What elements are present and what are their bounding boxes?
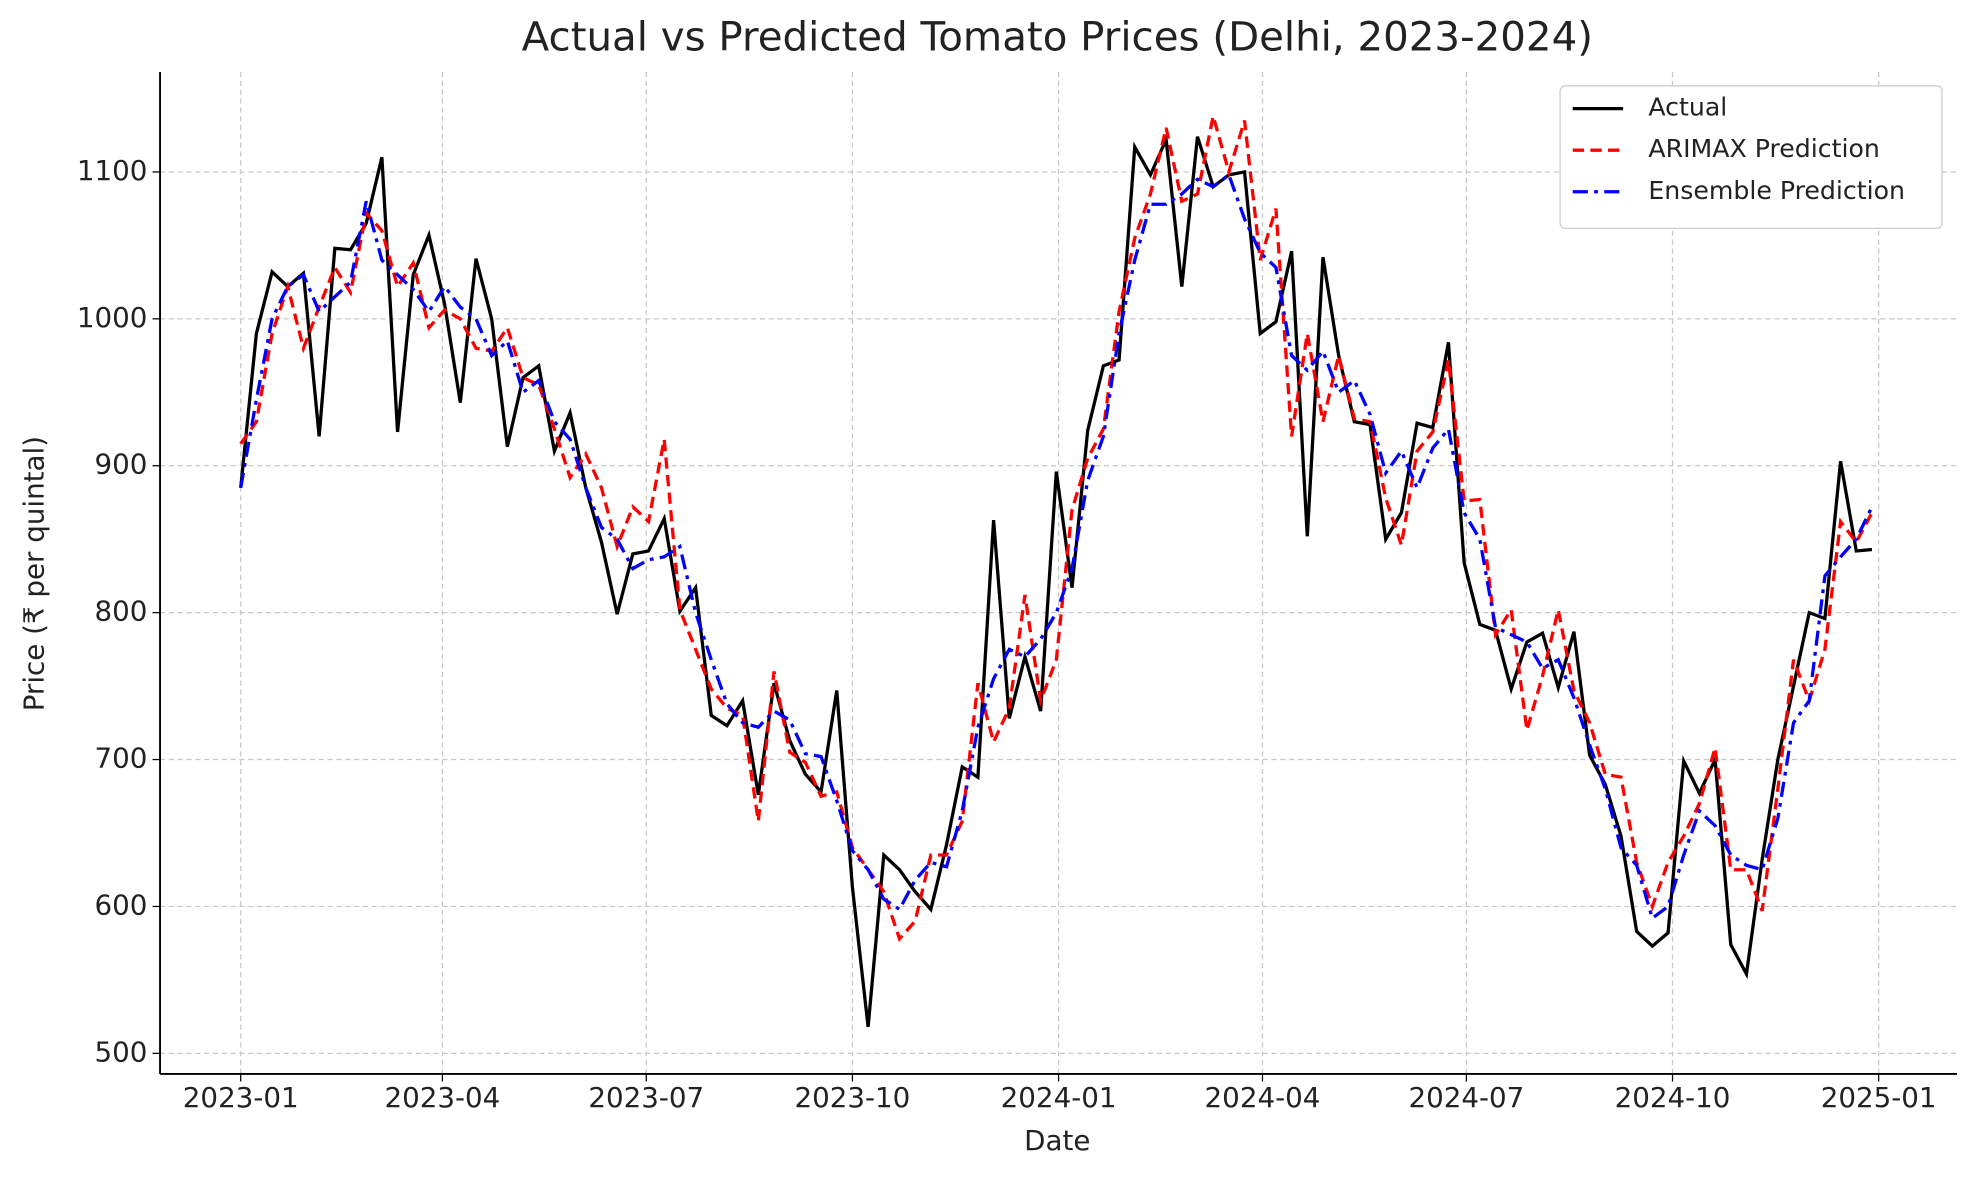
series-line [239, 115, 1874, 942]
y-tick-label: 600 [95, 888, 148, 921]
x-tick-label: 2024-04 [1205, 1081, 1321, 1114]
x-tick-label: 2023-07 [588, 1081, 704, 1114]
y-tick-label: 500 [95, 1035, 148, 1068]
chart-title: Actual vs Predicted Tomato Prices (Delhi… [522, 13, 1593, 60]
x-tick-label: 2023-10 [795, 1081, 911, 1114]
x-tick-label: 2024-07 [1408, 1081, 1524, 1114]
series-line [239, 172, 1874, 921]
series-line [239, 133, 1873, 1028]
y-tick-label: 700 [95, 742, 148, 775]
y-tick-label: 900 [95, 448, 148, 481]
y-tick-label: 1000 [77, 301, 148, 334]
x-tick-label: 2024-01 [1001, 1081, 1117, 1114]
legend-label: ARIMAX Prediction [1648, 134, 1880, 163]
x-axis-label: Date [1024, 1124, 1090, 1157]
x-tick-label: 2023-04 [384, 1081, 500, 1114]
x-tick-label: 2025-01 [1821, 1081, 1937, 1114]
legend-label: Actual [1648, 93, 1727, 122]
x-tick-label: 2024-10 [1615, 1081, 1731, 1114]
y-axis-label: Price (₹ per quintal) [17, 436, 50, 711]
y-tick-label: 1100 [77, 154, 148, 187]
y-tick-label: 800 [95, 595, 148, 628]
legend-box [1559, 85, 1943, 229]
x-tick-label: 2023-01 [183, 1081, 299, 1114]
legend-label: Ensemble Prediction [1648, 176, 1905, 205]
